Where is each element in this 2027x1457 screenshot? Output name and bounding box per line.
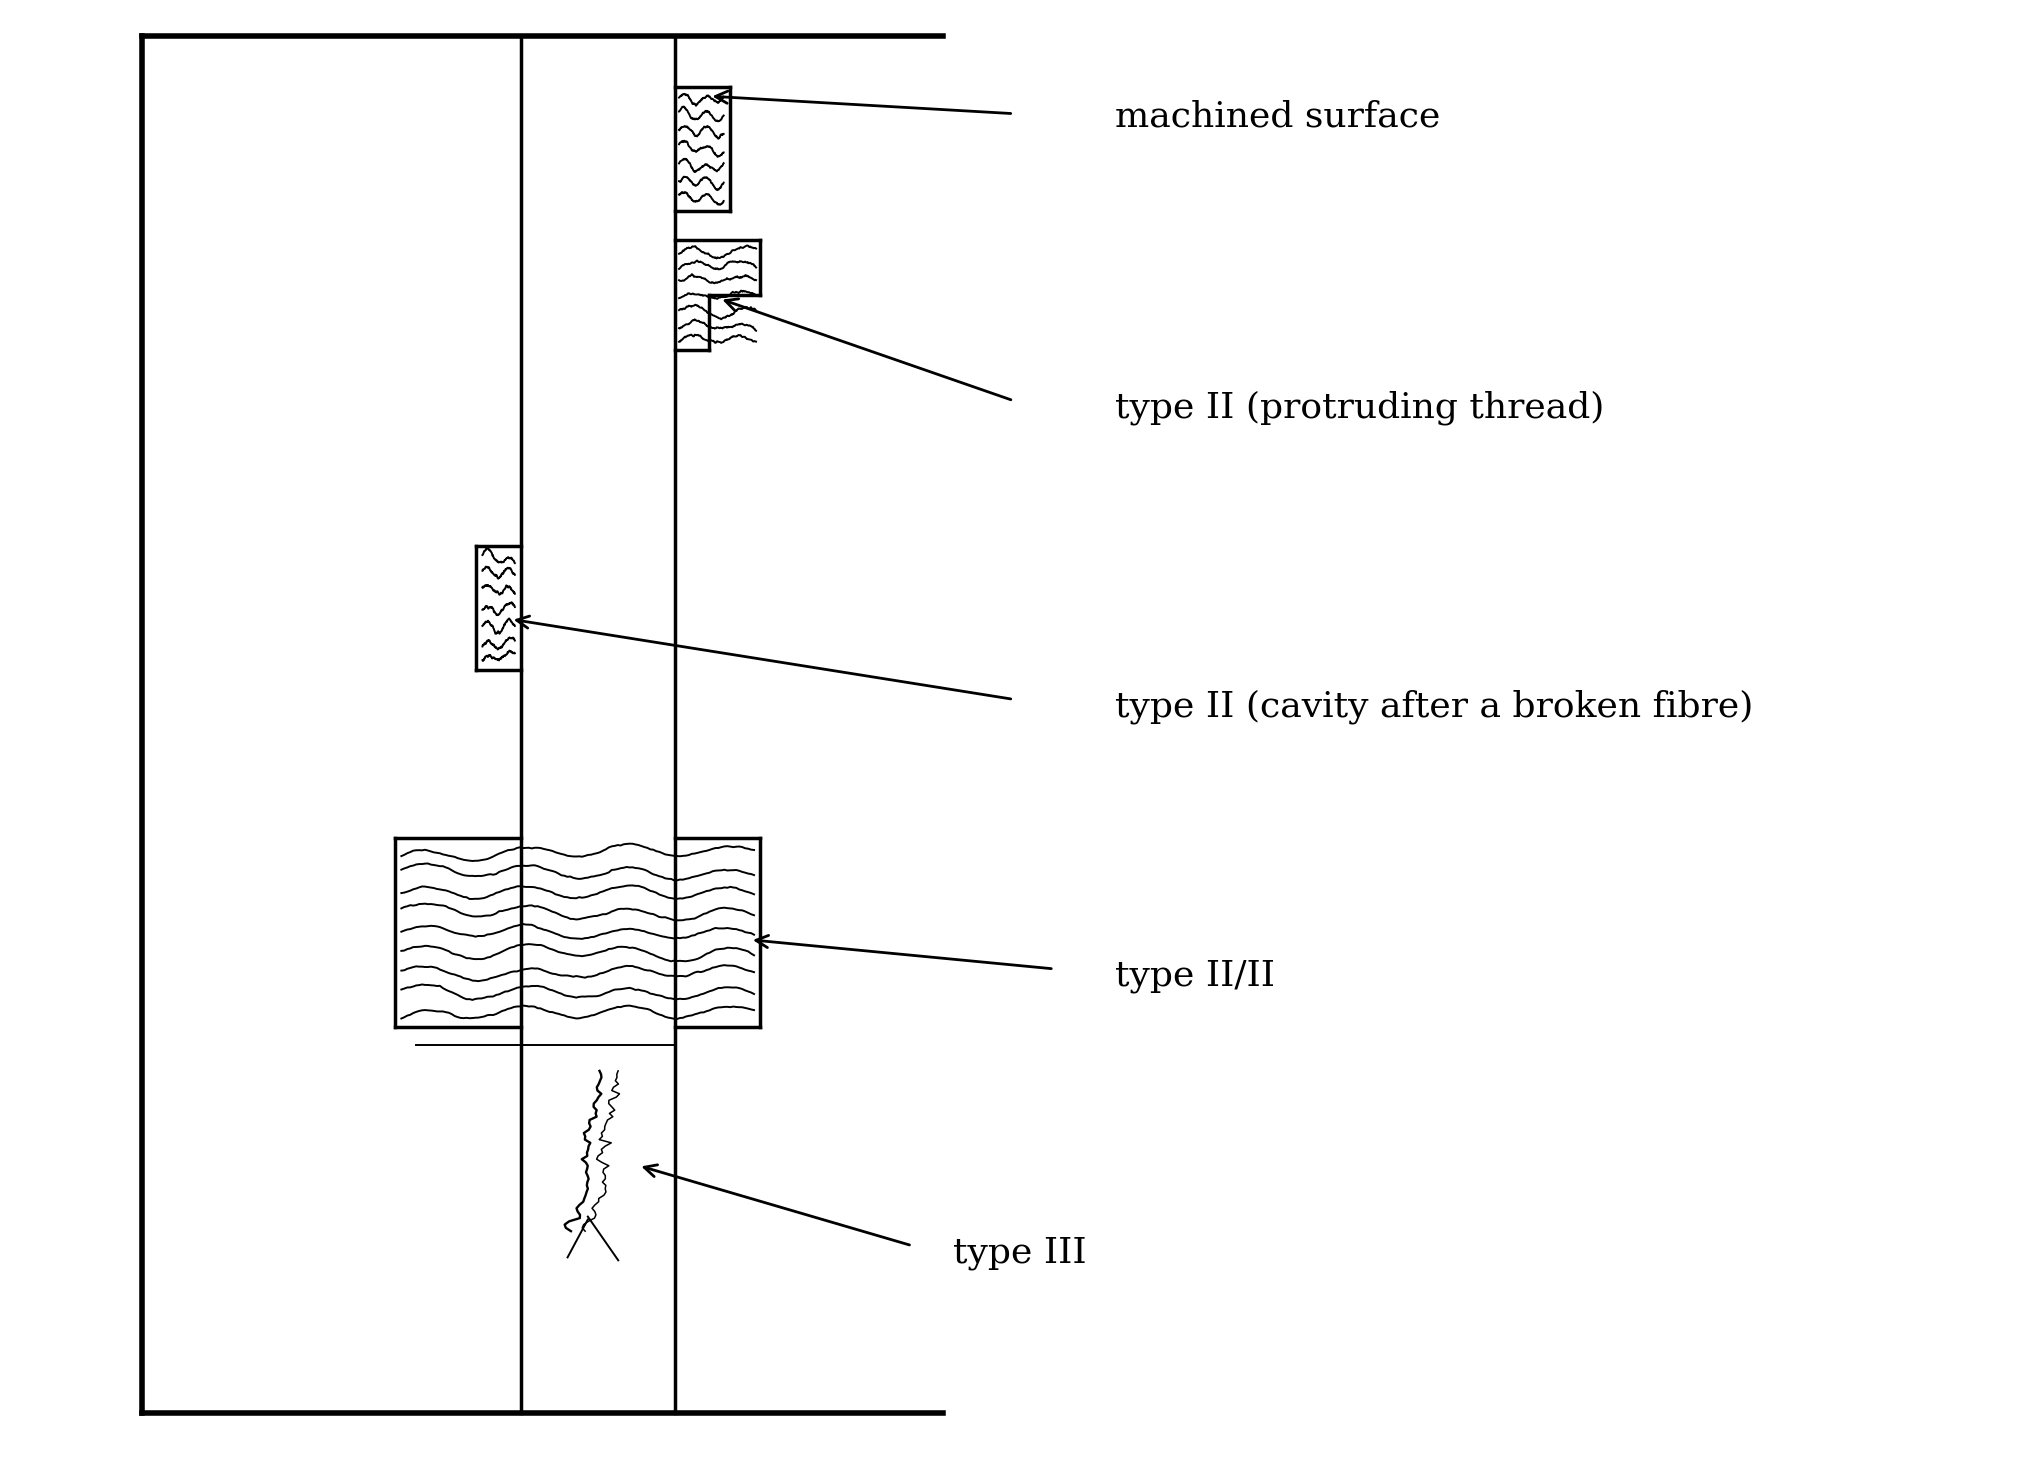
Text: machined surface: machined surface [1115,99,1441,134]
Text: type II (cavity after a broken fibre): type II (cavity after a broken fibre) [1115,689,1753,724]
Text: type II/II: type II/II [1115,959,1275,994]
Text: type II (protruding thread): type II (protruding thread) [1115,390,1603,425]
Text: type III: type III [953,1236,1086,1271]
